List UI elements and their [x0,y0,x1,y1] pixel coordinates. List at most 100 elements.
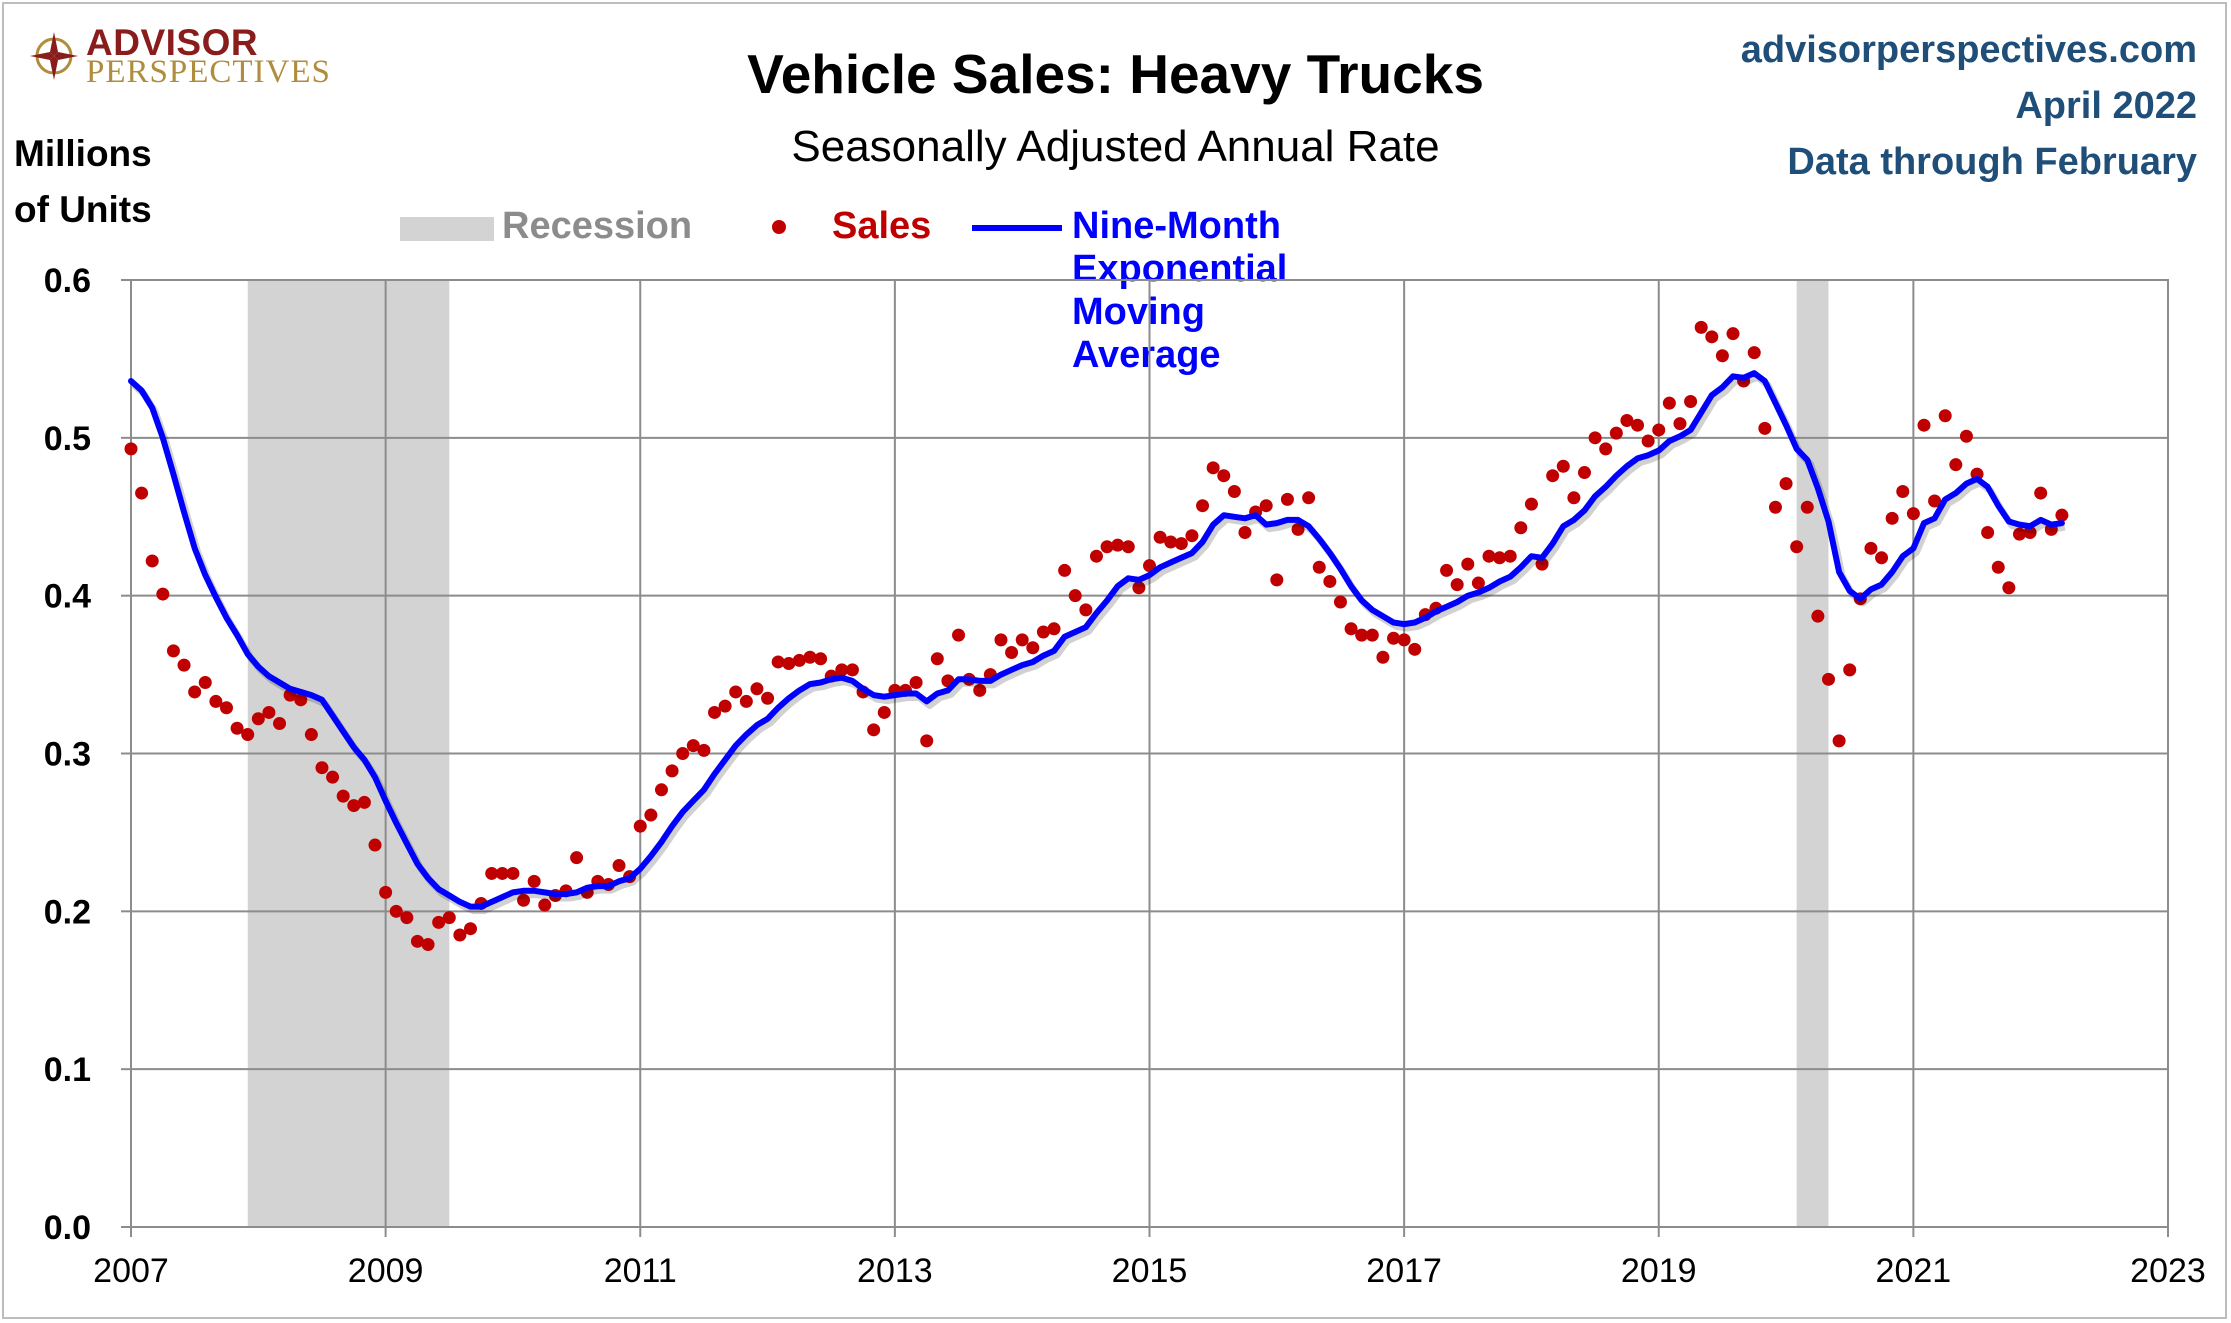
sales-point [1259,499,1273,513]
sales-point [1864,541,1878,555]
sales-point [1641,434,1655,448]
data-through: Data through February [1787,141,2197,183]
sales-point [1535,557,1549,571]
compass-icon [30,32,78,80]
sales-point [188,685,202,699]
sales-point [294,693,308,707]
sales-point [1302,491,1316,505]
sales-point [379,885,393,899]
sales-point [1790,540,1804,554]
sales-point [792,653,806,667]
sales-point [209,694,223,708]
sales-point [1153,530,1167,544]
sales-point [135,486,149,500]
sales-point [1726,327,1740,341]
sales-point [506,866,520,880]
y-tick-label-0: 0.0 [44,1209,91,1247]
y-axis-label-line1: Millions [14,133,152,174]
sales-point [1079,603,1093,617]
sales-point [676,747,690,760]
sales-point [1471,576,1485,590]
sales-point [930,652,944,666]
sales-point [1440,563,1454,577]
y-tick-label-5: 0.5 [44,420,91,458]
sales-point [1227,484,1241,498]
sales-point [442,911,456,925]
sales-point [1238,526,1252,540]
sales-point [1694,320,1708,334]
x-tick-label-2: 2011 [604,1252,677,1290]
advisor-perspectives-logo: ADVISOR PERSPECTIVES [28,22,348,92]
legend-recession-label: Recession [502,205,693,247]
sales-point [1100,540,1114,554]
chart-title: Vehicle Sales: Heavy Trucks [747,43,1484,105]
sales-point [251,712,265,726]
sales-point [1185,529,1199,543]
sales-point [1631,418,1645,432]
y-axis-label-line2: of Units [14,189,152,230]
sales-point [1461,557,1475,571]
sales-point [750,682,764,696]
sales-point [1524,497,1538,511]
sales-point [1387,631,1401,645]
sales-point [952,628,966,642]
sales-point [1143,559,1156,573]
sales-point [1620,413,1634,427]
y-tick-label-2: 0.2 [44,893,91,931]
x-tick-label-7: 2021 [1876,1252,1952,1290]
sales-point [1768,500,1782,514]
sales-point [1005,645,1019,659]
sales-point [2012,527,2026,541]
sales-point [432,915,446,929]
sales-point [326,770,340,784]
sales-point [1355,628,1369,642]
sales-point [1832,734,1846,748]
logo-brand-text: ADVISOR [86,22,259,63]
y-tick-label-1: 0.1 [44,1051,91,1089]
sales-point [2023,526,2037,540]
sales-point [1959,429,1973,443]
sales-point [464,922,477,936]
sales-point [166,644,180,658]
sales-point [1546,469,1560,483]
sales-point [1599,442,1613,456]
sales-point [1196,499,1210,513]
sales-point [1376,650,1390,664]
sales-point [1567,491,1581,505]
sales-point [1906,507,1920,521]
sales-point [909,675,923,689]
sales-point [1408,642,1422,656]
sales-point [1323,574,1337,588]
sales-point [219,701,233,715]
sales-point [2055,508,2069,522]
ema-line [128,370,2065,910]
sales-point [1089,549,1103,563]
y-tick-label-6: 0.6 [44,262,91,300]
sales-point [124,442,138,456]
sales-point [347,799,361,813]
sales-point [527,874,541,888]
sales-point [697,743,711,757]
sales-point [1705,330,1719,344]
sales-point [1058,563,1072,577]
sales-point [1917,418,1931,432]
sales-point [644,808,658,822]
sales-point [1493,551,1507,565]
sales-point [1164,535,1178,549]
sales-point [538,898,552,912]
sales-point [517,893,531,907]
sales-point [304,728,318,742]
sales-point [1662,396,1676,410]
sales-point [2002,581,2016,595]
sales-point [1684,395,1698,409]
sales-point [1758,421,1772,435]
sales-point [177,658,191,672]
sales-point [1344,622,1358,636]
sales-point [1577,466,1591,480]
sales-point [1482,549,1496,563]
sales-point [654,783,668,797]
x-tick-label-1: 2009 [348,1252,424,1290]
sales-point [389,904,403,918]
